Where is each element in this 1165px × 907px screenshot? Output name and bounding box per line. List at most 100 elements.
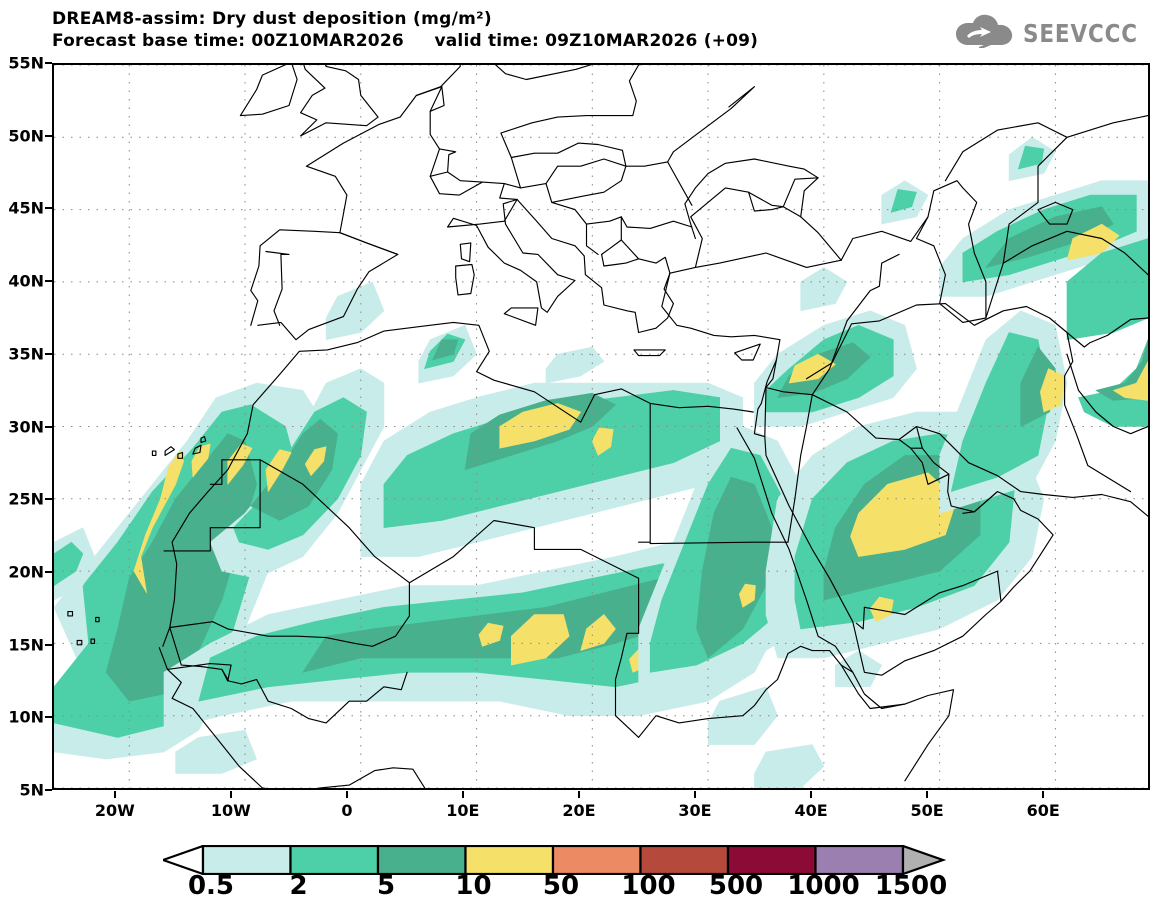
coastline-path [661,272,781,341]
dust-contour-band [591,427,614,456]
coastline-path [736,427,955,782]
coastline-path [265,250,290,326]
colorbar-label-0p5: 0.5 [187,871,235,901]
y-tick-label-35N: 35N [8,344,44,364]
colorbar-label-50: 50 [542,871,580,901]
colorbar-label-10: 10 [455,871,492,901]
coastline-path [1037,201,1074,225]
coastline-path [614,632,789,738]
coastline-path [415,86,445,112]
coastline-path [915,425,1148,517]
dust-contour-band [850,472,958,557]
coastline-path [753,339,1054,676]
colorbar-label-2: 2 [289,871,308,901]
coastline-path [1064,331,1132,493]
coastline-path [734,343,761,361]
coastline-path [300,65,379,137]
coastline-path [667,86,755,206]
dust-contour-band [1039,368,1065,413]
coastline-path [601,216,622,255]
dust-contour-band [478,622,504,647]
y-tick-label-20N: 20N [8,562,44,582]
coastlines-and-borders [67,65,1148,788]
coastline-path [239,65,298,117]
coastline-path [408,519,640,634]
colorbar-label-100: 100 [621,871,676,901]
dust-contour-band [227,443,253,485]
coastline-path [503,307,539,326]
coastline-path [840,216,929,261]
coastline-path [585,216,693,229]
dust-contour-band [383,390,721,529]
coastline-path [898,425,923,449]
coastline-path [200,436,207,443]
coastline-path [962,570,1002,603]
coastline-path [339,232,399,255]
x-tick-label-10E: 10E [446,801,480,820]
coastline-path [158,647,426,788]
dust-contour-band [835,650,883,688]
dust-contour-band [738,583,756,608]
coastline-path [429,175,483,196]
colorbar-swatches [159,844,1023,879]
dust-contour-band [510,614,570,666]
coastline-path [305,65,592,234]
coastline-path [684,203,696,240]
colorbar-tick-labels: 0.5 2 5 10 50 100 500 1000 1500 [0,871,1165,905]
coastline-path [164,446,175,456]
coastline-path [748,191,784,212]
coastline-path [764,386,813,438]
y-tick-label-15N: 15N [8,635,44,655]
coastline-path [95,616,100,623]
x-tick-label-0: 0 [341,801,353,820]
chart-title-block: DREAM8-assim: Dry dust deposition (mg/m²… [52,8,759,52]
colorbar-label-500: 500 [708,871,764,901]
brand-label: SEEVCCC [1023,18,1139,48]
dust-contour-band [54,541,84,586]
coastline-path [551,201,599,255]
cloud-arrow-icon [955,14,1017,52]
coastline-path [601,253,640,267]
x-tick-label-20W: 20W [94,801,135,820]
coastline-path [684,158,819,205]
dust-contour-band [788,353,836,384]
chart-subtitle: Forecast base time: 00Z10MAR2026 valid t… [52,31,759,51]
coastline-path [910,447,950,485]
coastline-path [633,349,666,357]
dust-contour-band [499,403,582,449]
coastline-path [221,668,408,724]
coastline-path [516,198,842,334]
coastline-path [915,180,987,323]
coastline-path [855,606,865,630]
colorbar: 0.5 2 5 10 50 100 500 1000 1500 [0,844,1165,907]
x-tick-label-10W: 10W [210,801,251,820]
coastline-path [163,459,261,552]
coastline-path [438,148,457,173]
y-tick-label-30N: 30N [8,417,44,436]
dust-contour-band [1066,223,1120,261]
seevccc-logo: SEEVCCC [955,14,1157,52]
coastline-path [192,444,202,455]
coastline-path [169,459,410,647]
dust-contour-band [545,346,605,384]
coastline-path [455,263,475,296]
colorbar-label-1500: 1500 [874,871,948,901]
coastline-path [840,664,906,710]
coastline-path [545,165,627,203]
coastline-path [944,122,1068,182]
x-tick-label-30E: 30E [678,801,712,820]
dust-contour-band [696,476,773,659]
coastline-path [1066,353,1148,435]
dust-contour-band [754,744,825,788]
dust-contour-band [985,206,1114,268]
coastline-path [846,253,900,322]
coastline-path [447,198,576,313]
coastline-path [90,638,96,644]
y-tick-label-25N: 25N [8,489,44,509]
coastline-path [805,303,946,380]
y-tick-label-10N: 10N [8,707,44,727]
dust-deposition-map [52,63,1150,790]
dust-contour-band [869,596,894,623]
x-tick-label-40E: 40E [794,801,828,820]
